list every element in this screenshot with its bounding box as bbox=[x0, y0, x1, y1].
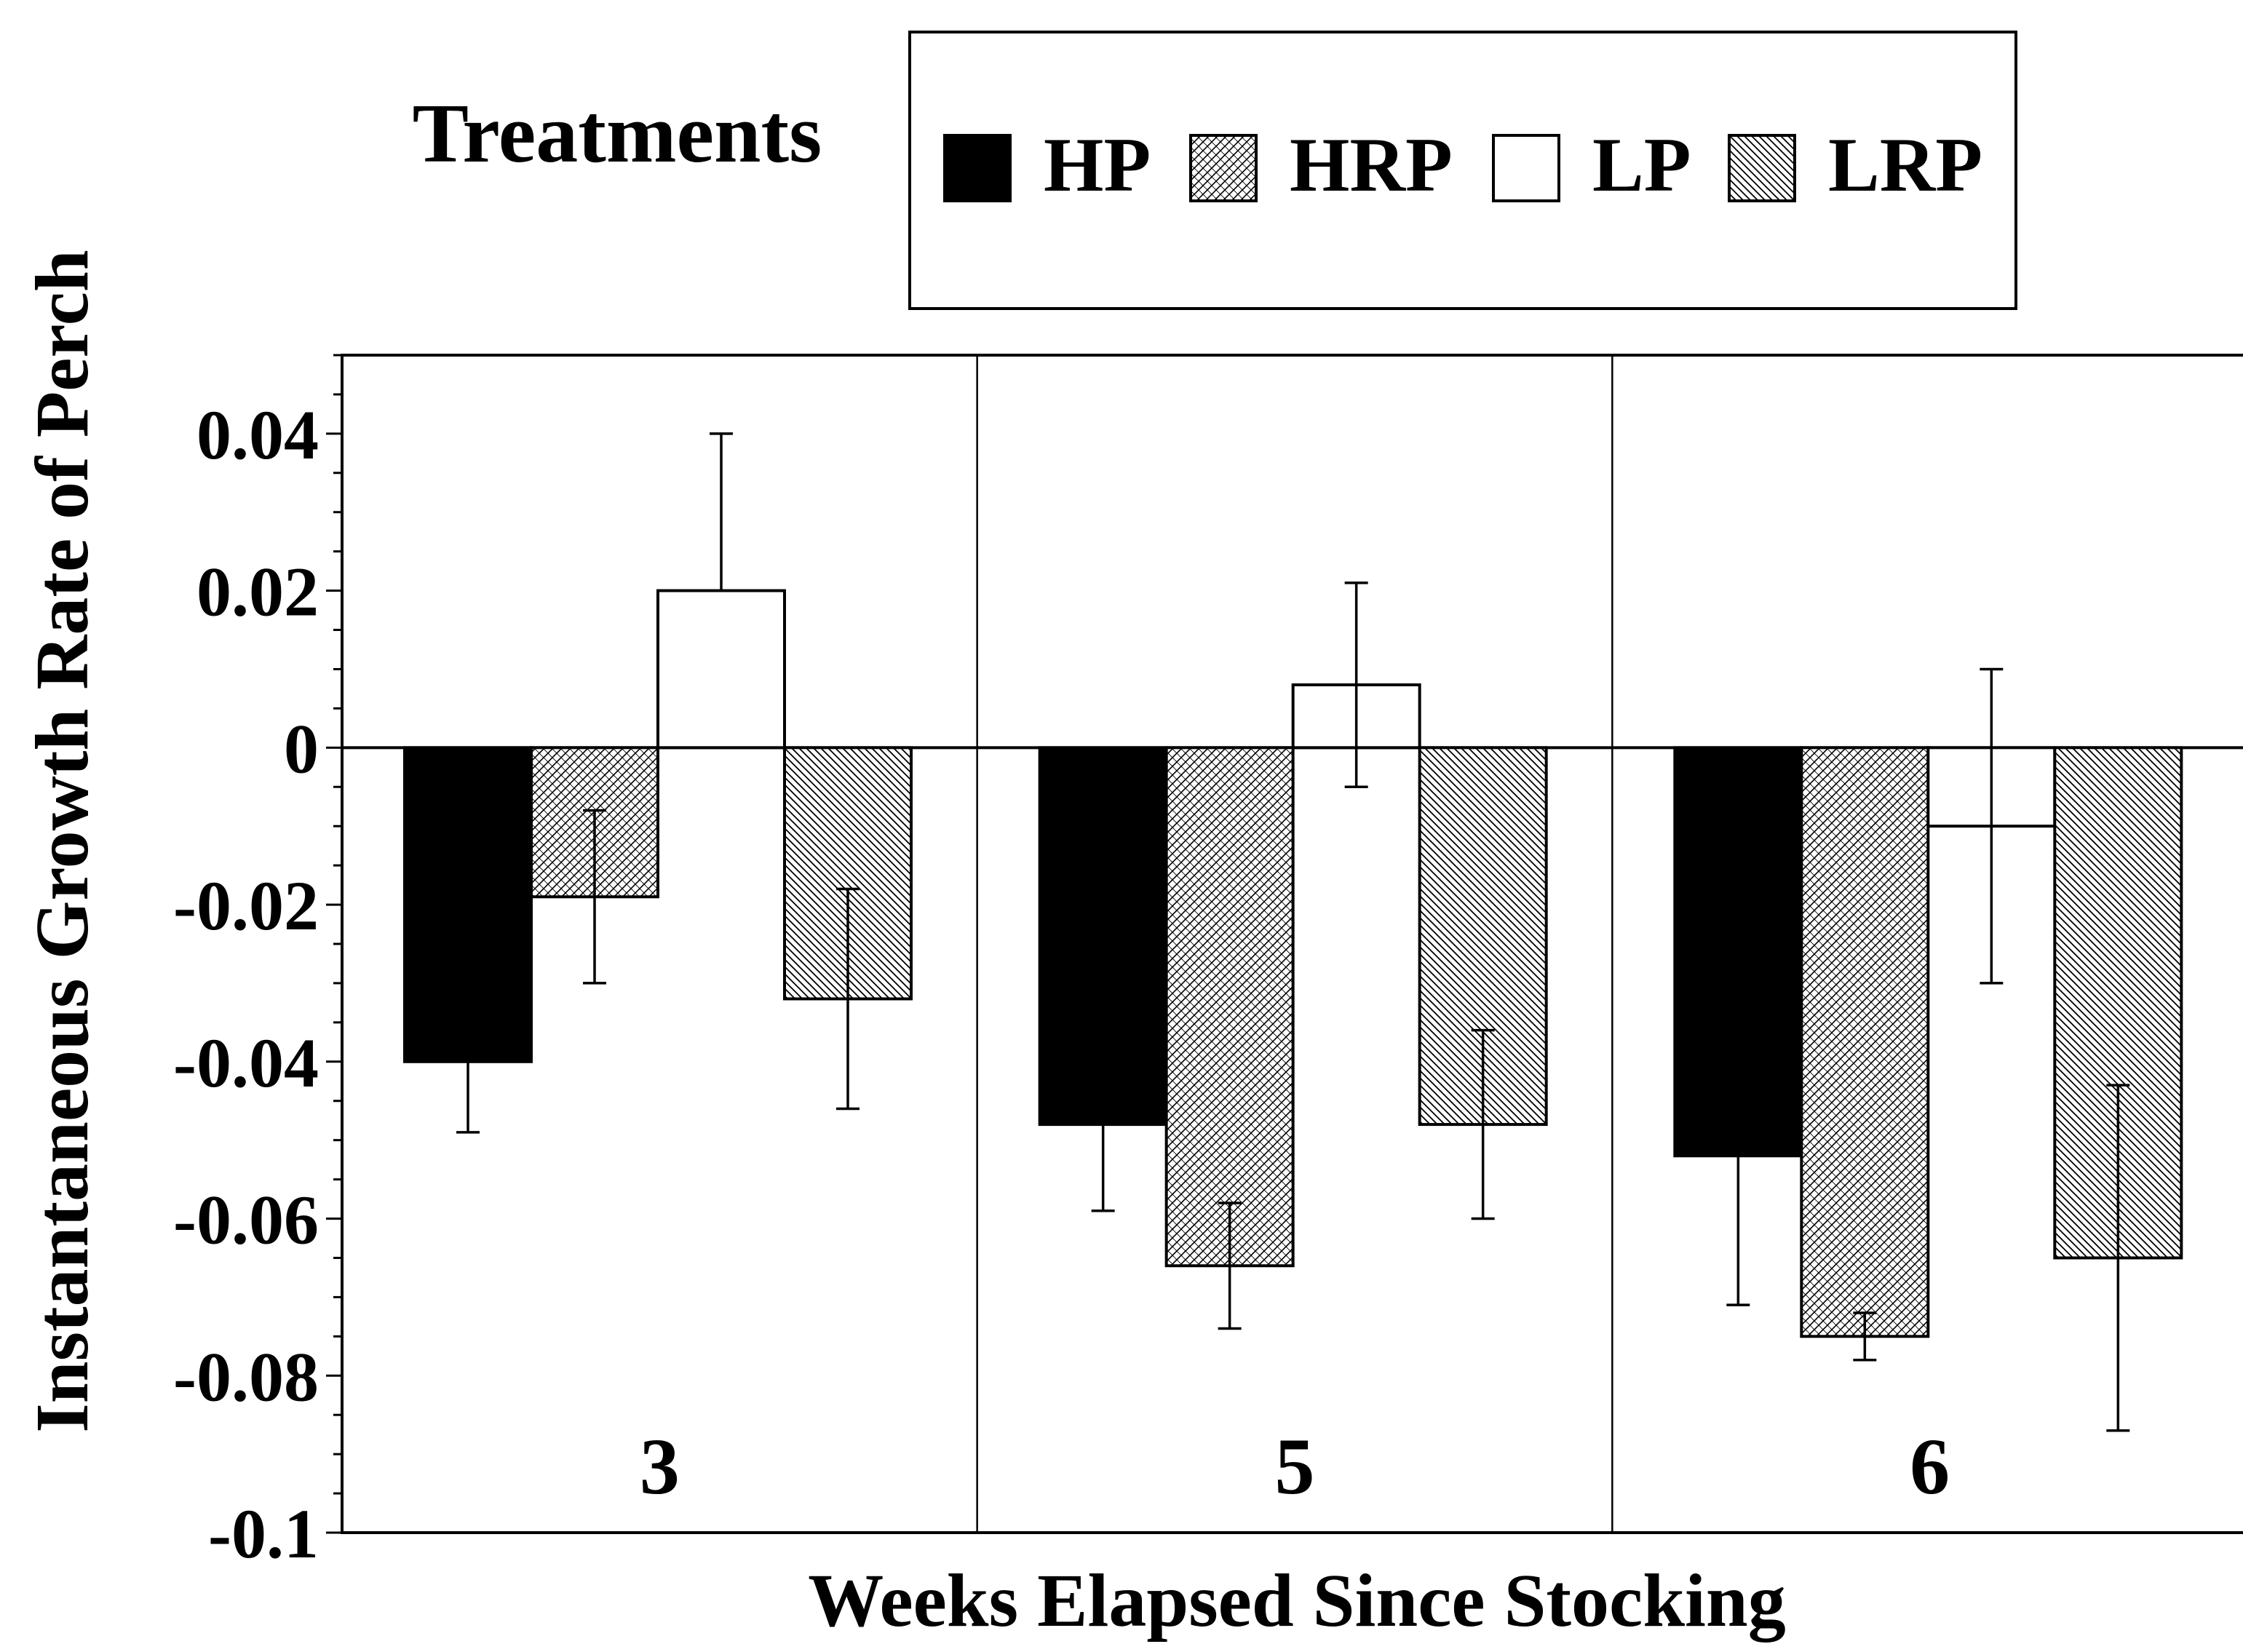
y-tick-label: -0.04 bbox=[173, 1024, 319, 1102]
legend-title: Treatments bbox=[413, 87, 822, 180]
y-tick-label: 0.04 bbox=[196, 396, 319, 474]
y-tick-label: 0.02 bbox=[196, 553, 319, 631]
bar-hrp-week-5 bbox=[1164, 746, 1295, 1268]
legend-box bbox=[908, 31, 2017, 310]
legend-label-hrp: HRP bbox=[1290, 122, 1453, 207]
bar-hrp-week-6 bbox=[1800, 746, 1930, 1338]
x-tick-label: 3 bbox=[640, 1422, 680, 1511]
y-tick-label: -0.06 bbox=[173, 1181, 319, 1259]
bar-hp-week-5 bbox=[1038, 746, 1168, 1127]
legend-swatch-lrp bbox=[1728, 134, 1796, 202]
x-axis-label: Weeks Elapsed Since Stocking bbox=[808, 1559, 1786, 1643]
x-tick-label: 6 bbox=[1910, 1422, 1950, 1511]
y-tick-label: -0.08 bbox=[173, 1338, 319, 1415]
y-tick-label: 0 bbox=[284, 710, 319, 787]
legend-swatch-hrp bbox=[1189, 134, 1258, 202]
legend: Treatments HP HRP LP LRP bbox=[413, 31, 2017, 310]
y-tick-label: -0.02 bbox=[173, 867, 319, 945]
bar-hp-week-6 bbox=[1673, 746, 1803, 1158]
bar-hp-week-3 bbox=[403, 746, 533, 1063]
bar-lp-week-3 bbox=[656, 589, 786, 750]
legend-swatch-lp bbox=[1492, 134, 1560, 202]
x-tick-label: 5 bbox=[1275, 1422, 1315, 1511]
y-tick-label: -0.1 bbox=[208, 1495, 319, 1573]
legend-label-lrp: LRP bbox=[1828, 122, 1982, 207]
legend-label-lp: LP bbox=[1592, 122, 1691, 207]
plot-area: 0.04 0.02 0 -0.02 -0.04 -0.06 -0.08 -0.1 3 5 6 bbox=[173, 354, 2243, 1573]
legend-label-hp: HP bbox=[1044, 122, 1151, 207]
legend-swatch-hp bbox=[943, 134, 1012, 202]
y-axis-label: Instantaneous Growth Rate of Perch bbox=[20, 250, 104, 1432]
